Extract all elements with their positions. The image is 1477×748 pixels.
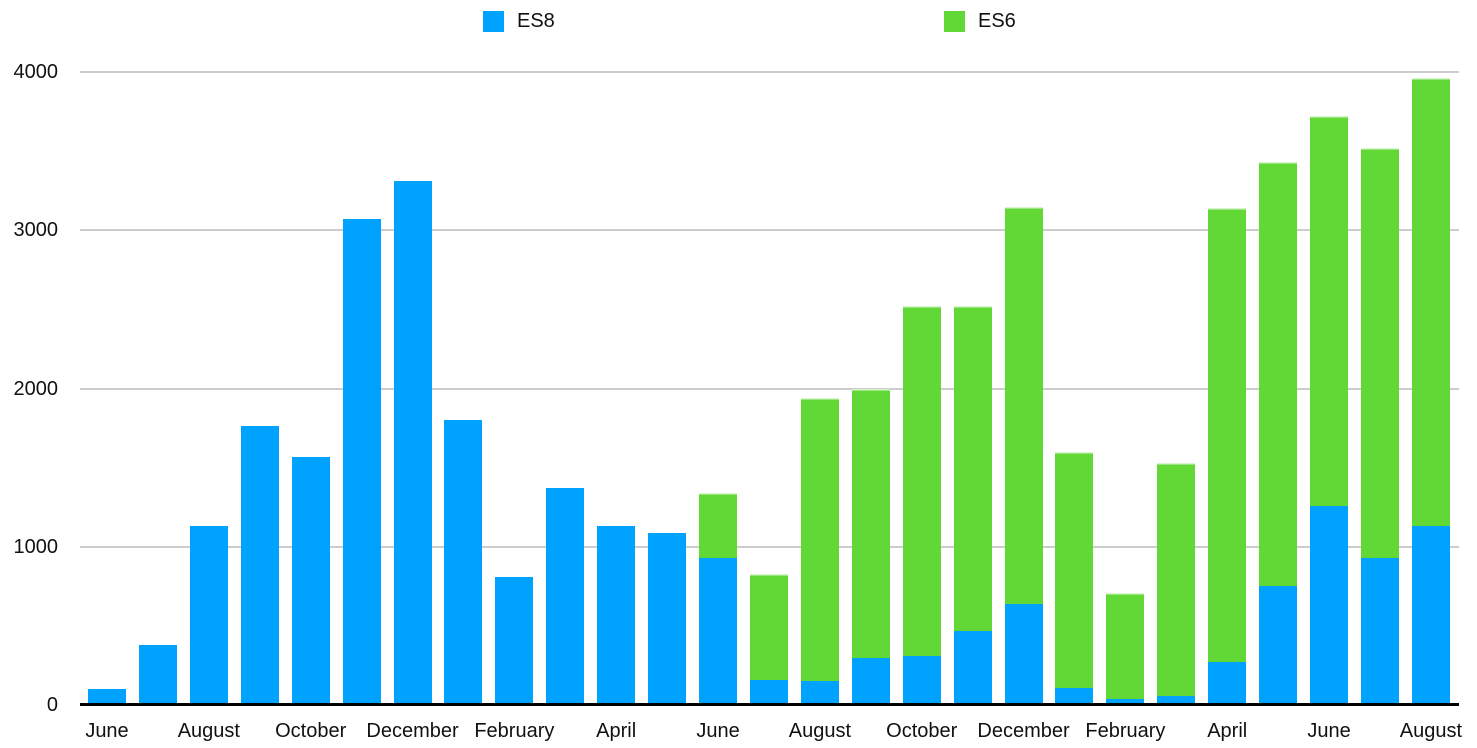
bar-es6-september-15[interactable] — [851, 388, 890, 658]
y-axis-tick-label-0: 0 — [46, 694, 58, 716]
bar-es8-january-7[interactable] — [444, 420, 483, 705]
bar-es8-november-5[interactable] — [342, 219, 381, 705]
bar-es8-may-11[interactable] — [648, 532, 687, 705]
bar-es8-may-23[interactable] — [1259, 586, 1298, 705]
x-axis-tick-label-8: February — [474, 720, 555, 742]
x-axis-tick-label-22: April — [1207, 720, 1248, 742]
bar-es8-february-8[interactable] — [495, 576, 534, 705]
bar-es6-june-12[interactable] — [699, 492, 738, 558]
x-axis-tick-label-4: October — [275, 720, 347, 742]
legend-item-es8[interactable]: ES8 — [483, 8, 555, 34]
gridline-4000 — [80, 71, 1459, 73]
bar-es8-july-13[interactable] — [749, 679, 788, 705]
bar-es8-march-21[interactable] — [1157, 695, 1196, 705]
bar-es8-october-16[interactable] — [902, 655, 941, 705]
bar-es6-may-23[interactable] — [1259, 162, 1298, 587]
bar-es8-september-15[interactable] — [851, 657, 890, 705]
bar-es6-august-14[interactable] — [800, 397, 839, 682]
x-axis-tick-label-24: June — [1307, 720, 1351, 742]
y-axis-tick-label-3000: 3000 — [13, 219, 59, 242]
bar-es8-july-1[interactable] — [138, 644, 177, 705]
bar-es8-october-4[interactable] — [291, 456, 330, 705]
bar-es8-august-14[interactable] — [800, 681, 839, 705]
x-axis-tick-label-26: August — [1399, 720, 1463, 742]
es8-legend-swatch-icon — [483, 10, 504, 32]
es8-legend-label: ES8 — [517, 9, 555, 32]
x-axis-tick-label-6: December — [366, 720, 459, 742]
bar-es8-april-22[interactable] — [1208, 662, 1247, 705]
gridline-1000 — [80, 545, 1459, 548]
legend-item-es6[interactable]: ES6 — [944, 8, 1016, 34]
x-axis-tick-label-12: June — [696, 720, 740, 742]
bar-es8-june-24[interactable] — [1310, 505, 1349, 705]
bar-es6-july-25[interactable] — [1361, 147, 1399, 558]
bar-es6-december-18[interactable] — [1004, 206, 1043, 604]
gridline-3000 — [80, 229, 1459, 232]
bar-es6-june-24[interactable] — [1310, 116, 1349, 506]
bar-es8-august-26[interactable] — [1411, 526, 1450, 705]
bar-es6-august-26[interactable] — [1411, 78, 1450, 527]
bar-es6-january-19[interactable] — [1055, 451, 1094, 688]
bar-es8-june-12[interactable] — [699, 557, 738, 705]
bar-es8-september-3[interactable] — [240, 426, 279, 705]
y-axis-tick-label-1000: 1000 — [13, 535, 59, 558]
x-axis-tick-label-20: February — [1085, 720, 1166, 742]
x-axis-tick-label-14: August — [788, 720, 851, 742]
bar-es6-february-20[interactable] — [1106, 592, 1145, 699]
x-axis-line — [80, 703, 1459, 706]
bar-es6-july-13[interactable] — [749, 573, 788, 680]
bar-es6-march-21[interactable] — [1157, 462, 1196, 696]
y-axis-tick-label-4000: 4000 — [13, 61, 59, 83]
gridline-2000 — [80, 387, 1459, 390]
bar-es6-november-17[interactable] — [953, 306, 992, 631]
bar-es8-january-19[interactable] — [1055, 687, 1094, 705]
es6-legend-label: ES6 — [978, 9, 1016, 32]
bar-es8-june-0[interactable] — [88, 689, 126, 705]
bar-es8-february-20[interactable] — [1106, 698, 1145, 705]
es6-legend-swatch-icon — [944, 10, 965, 32]
bar-es6-october-16[interactable] — [902, 306, 941, 656]
bar-es8-march-9[interactable] — [546, 488, 585, 705]
bar-es6-april-22[interactable] — [1208, 208, 1247, 663]
bar-es8-december-18[interactable] — [1004, 603, 1043, 705]
bar-es8-july-25[interactable] — [1361, 557, 1399, 705]
x-axis-tick-label-0: June — [85, 720, 129, 742]
x-axis-tick-label-16: October — [886, 720, 958, 742]
bar-es8-august-2[interactable] — [189, 526, 228, 705]
bar-es8-december-6[interactable] — [393, 181, 432, 705]
x-axis-tick-label-2: August — [177, 720, 240, 742]
bar-es8-april-10[interactable] — [597, 526, 636, 705]
x-axis-tick-label-10: April — [596, 720, 637, 742]
bar-es8-november-17[interactable] — [953, 630, 992, 705]
y-axis-tick-label-2000: 2000 — [13, 377, 59, 400]
x-axis-tick-label-18: December — [977, 720, 1070, 742]
